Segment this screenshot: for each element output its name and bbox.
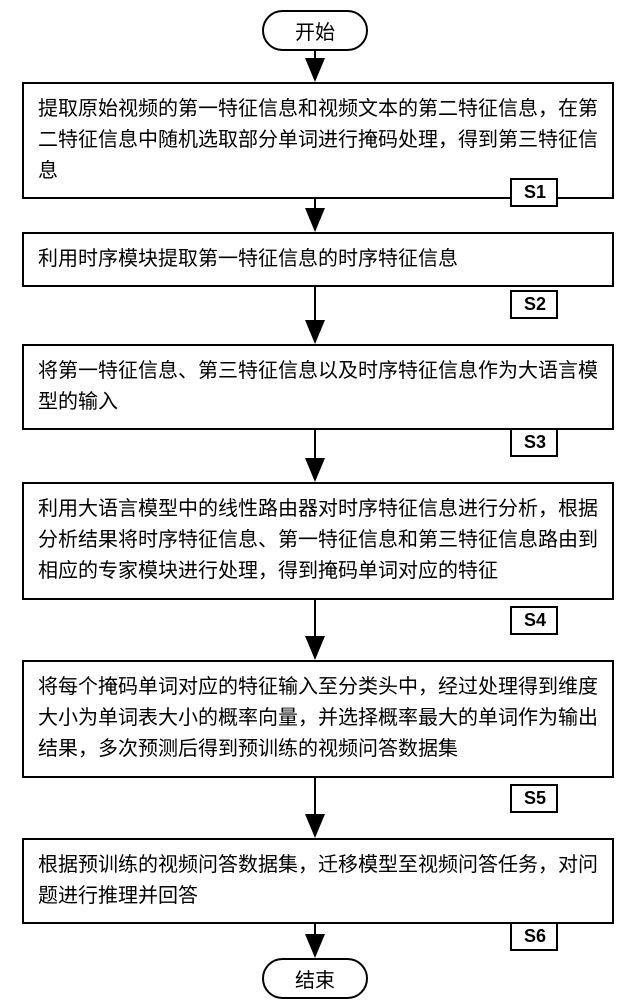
step-label-s5-text: S5: [524, 788, 546, 808]
process-s5-text: 将每个掩码单词对应的特征输入至分类头中，经过处理得到维度大小为单词表大小的概率向…: [38, 676, 598, 760]
process-s3-text: 将第一特征信息、第三特征信息以及时序特征信息作为大语言模型的输入: [38, 360, 598, 413]
step-label-s5: S5: [510, 784, 558, 813]
flowchart-canvas: 开始 提取原始视频的第一特征信息和视频文本的第二特征信息，在第二特征信息中随机选…: [0, 0, 630, 1000]
process-s4: 利用大语言模型中的线性路由器对时序特征信息进行分析，根据分析结果将时序特征信息、…: [22, 482, 614, 600]
process-s5: 将每个掩码单词对应的特征输入至分类头中，经过处理得到维度大小为单词表大小的概率向…: [22, 660, 614, 778]
start-text: 开始: [295, 16, 335, 45]
step-label-s3-text: S3: [524, 432, 546, 452]
step-label-s6-text: S6: [524, 926, 546, 946]
process-s1-text: 提取原始视频的第一特征信息和视频文本的第二特征信息，在第二特征信息中随机选取部分…: [38, 98, 598, 182]
end-text: 结束: [295, 964, 335, 993]
process-s6: 根据预训练的视频问答数据集，迁移模型至视频问答任务，对问题进行推理并回答: [22, 838, 614, 924]
terminator-start: 开始: [262, 10, 368, 51]
step-label-s4: S4: [510, 606, 558, 635]
process-s2: 利用时序模块提取第一特征信息的时序特征信息: [22, 232, 614, 287]
step-label-s6: S6: [510, 922, 558, 951]
process-s6-text: 根据预训练的视频问答数据集，迁移模型至视频问答任务，对问题进行推理并回答: [38, 854, 598, 907]
terminator-end: 结束: [262, 958, 368, 999]
step-label-s1-text: S1: [524, 182, 546, 202]
process-s2-text: 利用时序模块提取第一特征信息的时序特征信息: [38, 248, 458, 270]
step-label-s3: S3: [510, 428, 558, 457]
step-label-s2: S2: [510, 290, 558, 319]
step-label-s1: S1: [510, 178, 558, 207]
process-s3: 将第一特征信息、第三特征信息以及时序特征信息作为大语言模型的输入: [22, 344, 614, 430]
step-label-s4-text: S4: [524, 610, 546, 630]
process-s4-text: 利用大语言模型中的线性路由器对时序特征信息进行分析，根据分析结果将时序特征信息、…: [38, 498, 598, 582]
step-label-s2-text: S2: [524, 294, 546, 314]
